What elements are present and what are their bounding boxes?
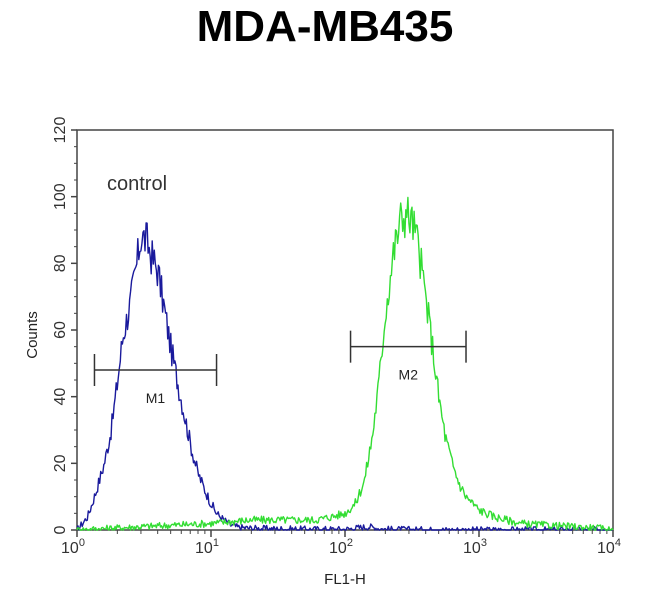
series-layer (76, 196, 614, 531)
chart-title: MDA-MB435 (196, 2, 454, 51)
y-tick-label: 20 (52, 454, 69, 472)
x-tick-label: 104 (597, 537, 621, 557)
x-tick-label: 101 (195, 537, 219, 557)
x-tick-label: 103 (463, 537, 487, 557)
x-axis-label: FL1-H (324, 571, 366, 588)
sample-histogram (76, 196, 614, 531)
marker-layer: M1 M2 (93, 330, 467, 406)
ticks: 0 20 40 60 80 100 120 100 101 102 103 104 (52, 117, 621, 557)
y-axis-label: Counts (24, 311, 41, 359)
y-tick-label: 0 (52, 525, 69, 534)
control-histogram (76, 222, 614, 531)
control-annotation: control (107, 173, 167, 195)
gate-label: M1 (146, 390, 166, 406)
y-tick-label: 40 (52, 388, 69, 406)
y-tick-label: 100 (52, 183, 69, 210)
gate-m2: M2 (349, 330, 467, 383)
gate-label: M2 (399, 367, 419, 383)
gate-m1: M1 (93, 354, 218, 406)
y-tick-label: 60 (52, 321, 69, 339)
x-tick-label: 100 (61, 537, 85, 557)
x-tick-label: 102 (329, 537, 353, 557)
y-tick-label: 120 (52, 117, 69, 144)
y-tick-label: 80 (52, 254, 69, 272)
